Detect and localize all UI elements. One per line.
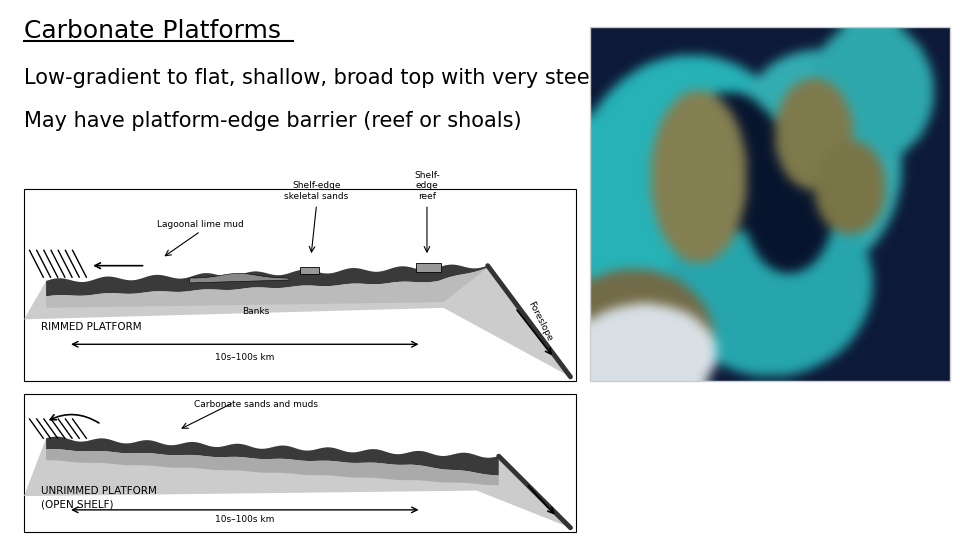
Text: Lagoonal lime mud: Lagoonal lime mud (157, 220, 244, 230)
Text: Shelf-edge
skeletal sands: Shelf-edge skeletal sands (284, 181, 348, 200)
Text: Low-gradient to flat, shallow, broad top with very steep slope: Low-gradient to flat, shallow, broad top… (24, 68, 665, 87)
Text: Shelf-
edge
reef: Shelf- edge reef (414, 171, 440, 200)
Bar (590, 27, 950, 381)
Polygon shape (46, 268, 488, 308)
Text: 10s–100s km: 10s–100s km (215, 353, 275, 362)
Bar (24, 189, 576, 381)
Polygon shape (24, 437, 570, 528)
Text: 10s–100s km: 10s–100s km (215, 515, 275, 524)
Polygon shape (46, 265, 488, 296)
Polygon shape (24, 265, 570, 377)
Polygon shape (46, 437, 499, 475)
Polygon shape (189, 273, 289, 283)
Polygon shape (46, 449, 499, 485)
Text: UNRIMMED PLATFORM
(OPEN SHELF): UNRIMMED PLATFORM (OPEN SHELF) (40, 486, 156, 509)
Text: Foreslope: Foreslope (526, 300, 554, 343)
Bar (24, 394, 576, 532)
Bar (300, 267, 320, 274)
Text: Banks: Banks (242, 307, 270, 316)
Text: May have platform-edge barrier (reef or shoals): May have platform-edge barrier (reef or … (24, 111, 521, 131)
Text: Carbonate Platforms: Carbonate Platforms (24, 19, 281, 43)
Text: RIMMED PLATFORM: RIMMED PLATFORM (40, 322, 141, 332)
Bar (416, 263, 441, 272)
Text: Carbonate sands and muds: Carbonate sands and muds (194, 400, 318, 409)
